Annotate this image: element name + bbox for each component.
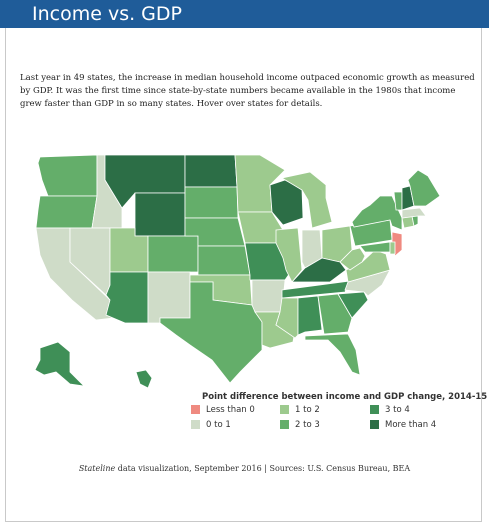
state-HI[interactable]	[135, 369, 153, 389]
legend-label: 1 to 2	[295, 404, 320, 415]
legend-item-more-than-4: More than 4	[370, 419, 436, 430]
state-SD[interactable]	[184, 186, 239, 219]
legend-title: Point difference between income and GDP …	[202, 392, 488, 402]
legend-swatch	[370, 420, 379, 429]
legend-swatch	[370, 405, 379, 414]
state-TX[interactable]	[159, 281, 263, 384]
state-CO[interactable]	[147, 235, 199, 273]
state-WV[interactable]	[339, 247, 366, 271]
state-NM[interactable]	[147, 271, 191, 324]
source-text: data visualization, September 2016 | Sou…	[115, 464, 411, 473]
state-TN[interactable]	[281, 280, 351, 299]
state-MI[interactable]	[280, 171, 333, 229]
header-bar: Income vs. GDP	[0, 0, 489, 28]
legend-item-1-to-2: 1 to 2	[280, 404, 320, 415]
state-AR[interactable]	[251, 279, 286, 313]
page-title: Income vs. GDP	[32, 3, 182, 25]
state-AZ[interactable]	[105, 271, 149, 324]
legend-label: 2 to 3	[295, 419, 320, 430]
source-credit: Stateline data visualization, September …	[0, 464, 489, 473]
legend-swatch	[191, 420, 200, 429]
content-frame	[5, 28, 482, 522]
state-ME[interactable]	[407, 169, 441, 207]
state-DE[interactable]	[389, 241, 396, 255]
legend-swatch	[191, 405, 200, 414]
legend-swatch	[280, 420, 289, 429]
legend-label: 0 to 1	[206, 419, 231, 430]
legend-label: More than 4	[385, 419, 437, 430]
state-WY[interactable]	[134, 192, 186, 237]
state-AL[interactable]	[297, 295, 323, 336]
state-ND[interactable]	[184, 154, 238, 188]
state-KS[interactable]	[197, 245, 251, 276]
legend-label: 3 to 4	[385, 404, 410, 415]
state-SC[interactable]	[337, 291, 369, 319]
state-AK[interactable]	[34, 341, 86, 387]
state-WA[interactable]	[37, 154, 98, 197]
legend-swatch	[280, 405, 289, 414]
legend-item-3-to-4: 3 to 4	[370, 404, 410, 415]
state-MD[interactable]	[359, 241, 391, 253]
legend-item-less-than-0: Less than 0	[191, 404, 255, 415]
state-IL[interactable]	[275, 227, 303, 283]
state-FL[interactable]	[304, 333, 361, 376]
state-MA[interactable]	[401, 207, 427, 219]
source-publication: Stateline	[78, 464, 116, 473]
state-OR[interactable]	[35, 195, 98, 229]
legend-item-2-to-3: 2 to 3	[280, 419, 320, 430]
legend-item-0-to-1: 0 to 1	[191, 419, 231, 430]
intro-text: Last year in 49 states, the increase in …	[20, 73, 475, 109]
legend-label: Less than 0	[206, 404, 255, 415]
